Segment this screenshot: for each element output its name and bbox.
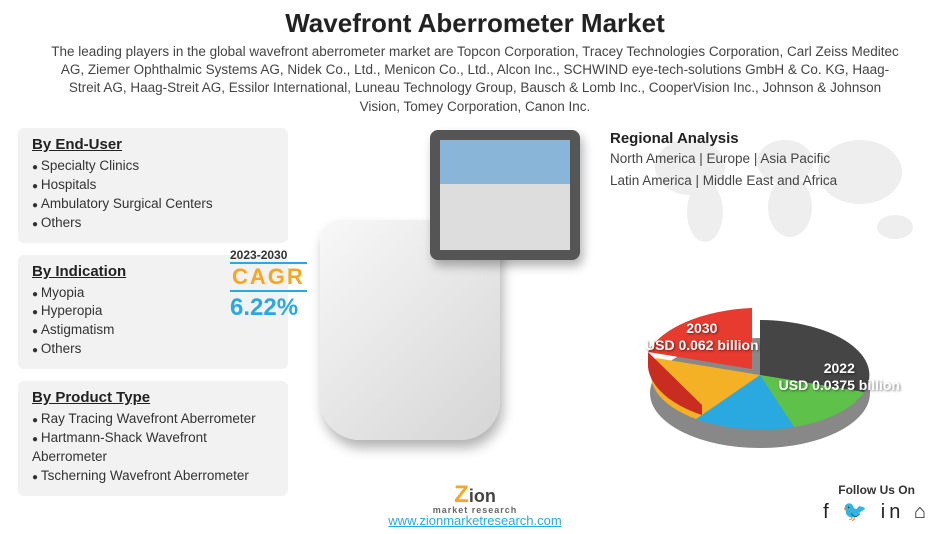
list-item: Ambulatory Surgical Centers — [32, 195, 274, 214]
list-item: Specialty Clinics — [32, 157, 274, 176]
pie-label-2022: 2022 USD 0.0375 billion — [779, 360, 900, 394]
list-item: Hospitals — [32, 176, 274, 195]
brand-logo: Zion market research — [0, 481, 950, 515]
regional-line: North America | Europe | Asia Pacific — [610, 149, 930, 169]
list-item: Ray Tracing Wavefront Aberrometer — [32, 410, 274, 429]
section-title: By End-User — [32, 136, 274, 153]
cagr-block: 2023-2030 CAGR 6.22% — [230, 248, 307, 322]
list-item: Others — [32, 214, 274, 233]
blog-icon[interactable]: ⌂ — [914, 501, 930, 523]
device-image — [300, 130, 580, 460]
pie-label-2030: 2030 USD 0.062 billion — [645, 320, 759, 354]
cagr-label: CAGR — [230, 262, 307, 292]
section-title: By Product Type — [32, 389, 274, 406]
cagr-value: 6.22% — [230, 294, 307, 322]
facebook-icon[interactable]: f — [823, 501, 833, 523]
section-product-type: By Product Type Ray Tracing Wavefront Ab… — [18, 381, 288, 496]
regional-line: Latin America | Middle East and Africa — [610, 171, 930, 191]
list-item: Others — [32, 340, 274, 359]
regional-analysis: Regional Analysis North America | Europe… — [610, 130, 930, 192]
follow-us-label: Follow Us On — [823, 483, 930, 497]
twitter-icon[interactable]: 🐦 — [842, 501, 871, 523]
list-item: Astigmatism — [32, 321, 274, 340]
website-url[interactable]: www.zionmarketresearch.com — [0, 513, 950, 528]
description-text: The leading players in the global wavefr… — [20, 43, 930, 116]
regional-title: Regional Analysis — [610, 130, 930, 147]
cagr-period: 2023-2030 — [230, 248, 307, 262]
list-item: Hartmann-Shack Wavefront Aberrometer — [32, 429, 274, 467]
linkedin-icon[interactable]: in — [881, 501, 905, 523]
section-end-user: By End-User Specialty Clinics Hospitals … — [18, 128, 288, 243]
page-title: Wavefront Aberrometer Market — [20, 8, 930, 39]
pie-chart: 2030 USD 0.062 billion 2022 USD 0.0375 b… — [610, 280, 910, 480]
